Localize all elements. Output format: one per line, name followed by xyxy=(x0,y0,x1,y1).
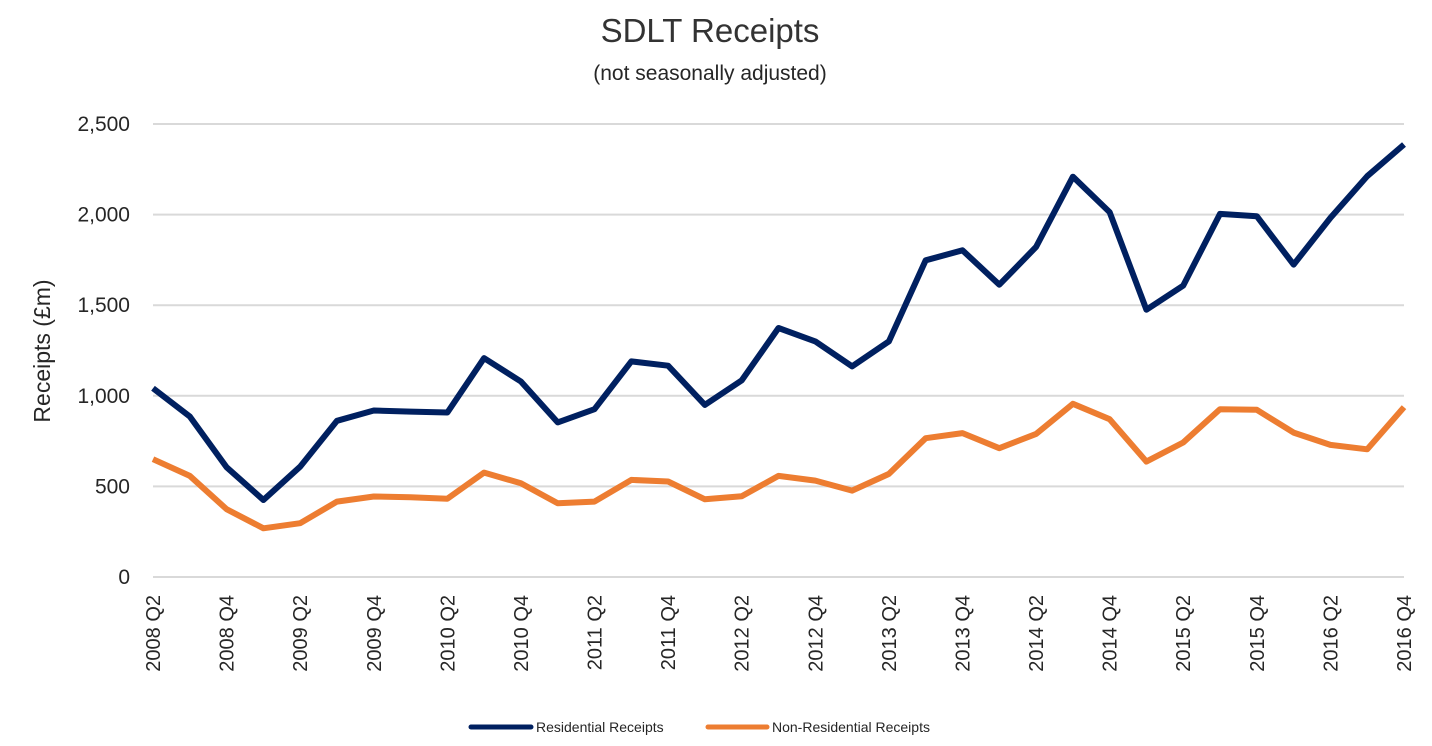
y-tick-label: 1,500 xyxy=(77,294,130,317)
x-tick-label: 2008 Q4 xyxy=(217,595,239,672)
chart-title: SDLT Receipts xyxy=(601,12,820,49)
x-tick-label: 2014 Q2 xyxy=(1026,595,1048,672)
x-tick-label: 2015 Q2 xyxy=(1173,595,1195,672)
x-tick-label: 2009 Q4 xyxy=(364,595,386,672)
legend-label-residential: Residential Receipts xyxy=(536,719,664,735)
y-tick-label: 1,000 xyxy=(77,385,130,408)
x-tick-label: 2009 Q2 xyxy=(290,595,312,672)
x-tick-label: 2012 Q2 xyxy=(732,595,754,672)
legend: Residential Receipts Non-Residential Rec… xyxy=(468,719,930,735)
chart-subtitle: (not seasonally adjusted) xyxy=(593,62,826,85)
y-axis-ticks: 0 500 1,000 1,500 2,000 2,500 xyxy=(77,113,130,589)
x-tick-label: 2016 Q2 xyxy=(1320,595,1342,672)
x-tick-label: 2012 Q4 xyxy=(805,595,827,672)
x-tick-label: 2011 Q2 xyxy=(585,595,607,670)
x-tick-label: 2010 Q4 xyxy=(511,595,533,672)
x-tick-label: 2008 Q2 xyxy=(143,595,165,672)
x-tick-label: 2016 Q4 xyxy=(1394,595,1416,672)
x-axis-ticks: 2008 Q2 2008 Q4 2009 Q2 2009 Q4 2010 Q2 2010 … xyxy=(143,595,1416,672)
y-tick-label: 2,500 xyxy=(77,113,130,136)
x-tick-label: 2014 Q4 xyxy=(1100,595,1122,672)
x-tick-label: 2010 Q2 xyxy=(437,595,459,672)
legend-label-non-residential: Non-Residential Receipts xyxy=(772,719,930,735)
series-lines xyxy=(151,142,1407,532)
series-line-residential xyxy=(151,142,1406,503)
x-tick-label: 2011 Q4 xyxy=(658,595,680,670)
x-tick-label: 2013 Q2 xyxy=(879,595,901,672)
y-tick-label: 2,000 xyxy=(77,204,130,227)
x-tick-label: 2015 Q4 xyxy=(1247,595,1269,672)
x-tick-label: 2013 Q4 xyxy=(952,595,974,672)
y-tick-label: 500 xyxy=(95,475,130,498)
y-tick-label: 0 xyxy=(118,566,130,589)
y-axis-label: Receipts (£m) xyxy=(29,279,55,422)
gridlines xyxy=(153,123,1404,578)
